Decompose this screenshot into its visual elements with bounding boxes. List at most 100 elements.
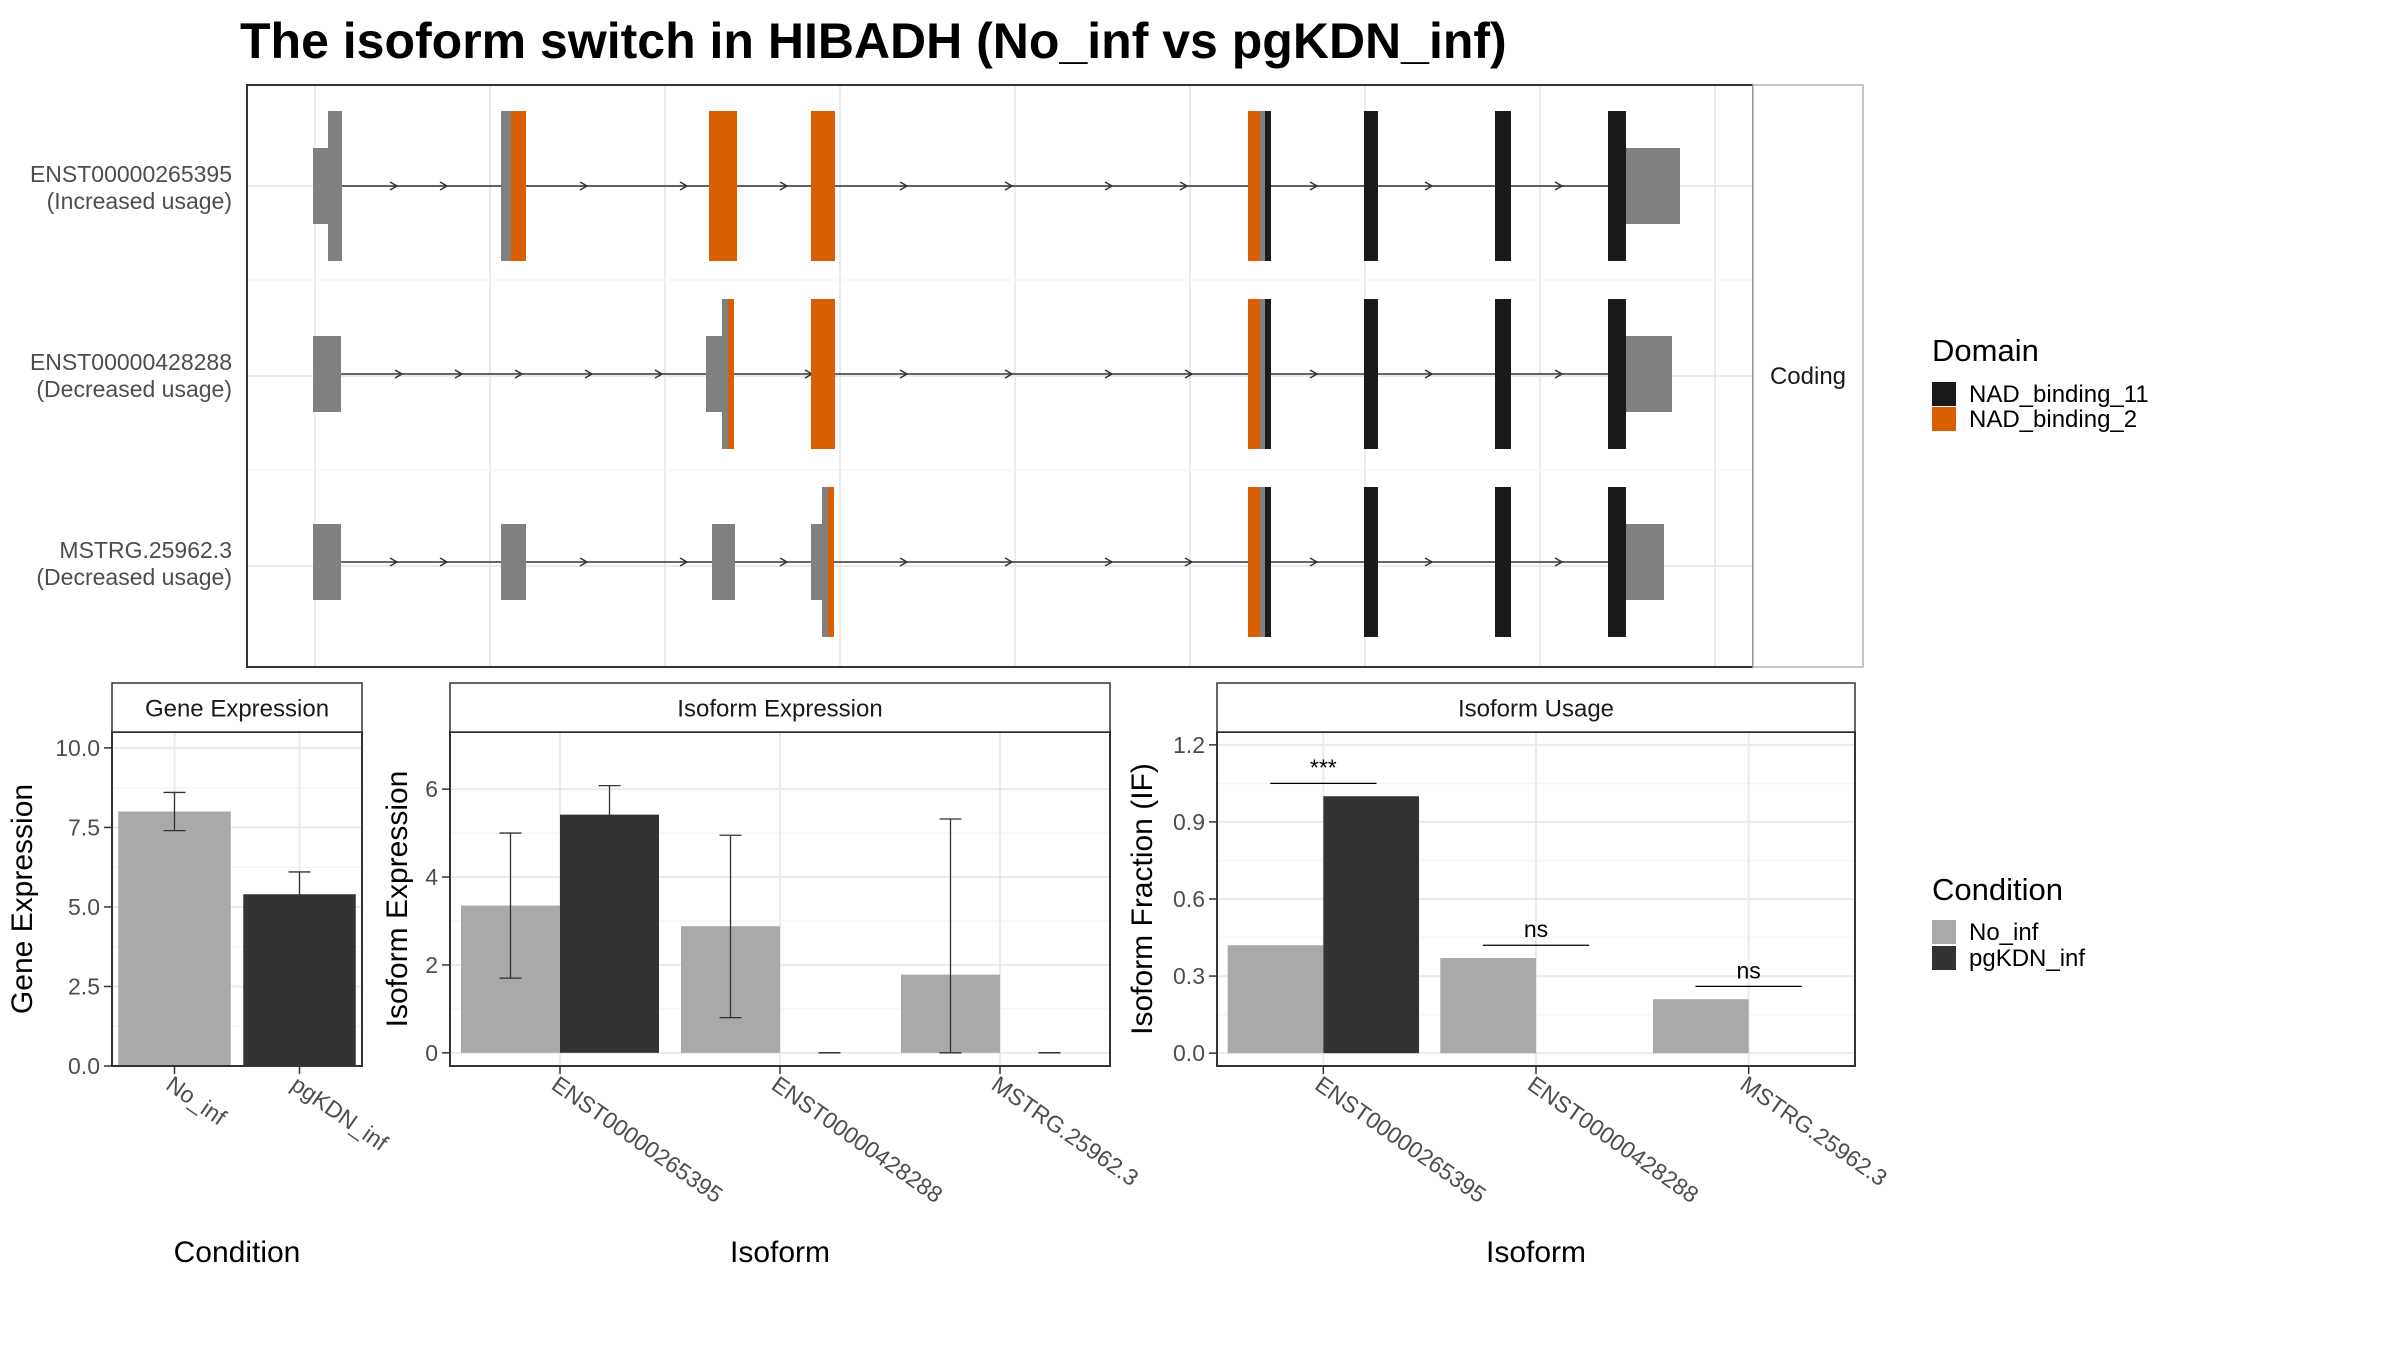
legend-label-no-inf: No_inf xyxy=(1969,919,2039,946)
intron-direction-arrow xyxy=(1104,369,1114,379)
y-tick-label: 1.2 xyxy=(1173,732,1205,758)
transcript-enst00000265395 xyxy=(313,111,1680,261)
x-tick-label: pgKDN_inf xyxy=(287,1071,394,1156)
domain-block-nad-binding-11 xyxy=(1608,111,1626,261)
y-tick-label: 0.6 xyxy=(1173,886,1205,912)
x-tick-label: MSTRG.25962.3 xyxy=(987,1071,1143,1191)
intron-direction-arrow xyxy=(899,181,909,191)
y-tick-label: 4 xyxy=(425,864,438,890)
domain-block-nad-binding-2 xyxy=(709,111,737,261)
intron-direction-arrow xyxy=(1309,181,1319,191)
y-tick-label: 0.3 xyxy=(1173,963,1205,989)
intron-direction-arrow xyxy=(1554,557,1564,567)
legend-label-pgkdn-inf: pgKDN_inf xyxy=(1969,945,2085,972)
x-tick-label: MSTRG.25962.3 xyxy=(1736,1071,1892,1191)
intron-direction-arrow xyxy=(1309,557,1319,567)
isoform-row-label-usage: (Decreased usage) xyxy=(36,376,232,402)
y-axis-title: Gene Expression xyxy=(6,784,39,1014)
isoform-row-label-usage: (Decreased usage) xyxy=(36,564,232,590)
intron-direction-arrow xyxy=(1184,369,1194,379)
isoform-row-label-id: ENST00000265395 xyxy=(30,161,232,187)
y-tick-label: 2.5 xyxy=(68,973,100,999)
intron-direction-arrow xyxy=(899,369,909,379)
intron-direction-arrow xyxy=(1184,557,1194,567)
intron-direction-arrow xyxy=(1554,181,1564,191)
panel-isoform-expression: Isoform Expression 0 2 4 6 ENST00000265395 ENS… xyxy=(381,682,1143,1269)
domain-block-nad-binding-11 xyxy=(1364,299,1378,449)
y-tick-label: 0.9 xyxy=(1173,809,1205,835)
exon-block xyxy=(811,524,822,600)
intron-direction-arrow xyxy=(1309,369,1319,379)
domain-block-nad-binding-2 xyxy=(828,487,834,637)
significance-label: ns xyxy=(1737,957,1761,983)
intron-direction-arrow xyxy=(1424,181,1434,191)
condition-legend-title: Condition xyxy=(1932,872,2063,907)
panel-gene-expression: Gene Expression 0.0 2.5 5.0 7.5 10.0 No_inf pgK… xyxy=(6,682,394,1269)
intron-direction-arrow xyxy=(439,181,449,191)
transcript-structure-panel: Coding ENST00000265395(Increased usage)E… xyxy=(30,84,1864,668)
strip-box xyxy=(111,682,363,733)
x-tick-label: ENST00000428288 xyxy=(1523,1071,1703,1208)
domain-legend: Domain NAD_binding_11 NAD_binding_2 xyxy=(1932,333,2149,433)
exon-block xyxy=(822,487,828,637)
exon-block xyxy=(1626,336,1672,412)
x-tick-label: No_inf xyxy=(162,1071,232,1131)
exon-block xyxy=(313,148,328,224)
y-tick-label: 0.0 xyxy=(1173,1040,1205,1066)
y-tick-label: 0.0 xyxy=(68,1053,100,1079)
intron-direction-arrow xyxy=(454,369,464,379)
y-tick-label: 2 xyxy=(425,952,438,978)
legend-swatch-nad-binding-11 xyxy=(1932,382,1956,406)
structure-transcripts xyxy=(313,111,1680,637)
y-axis-title: Isoform Fraction (IF) xyxy=(1126,763,1159,1035)
isoform-row-label-usage: (Increased usage) xyxy=(47,188,232,214)
intron-direction-arrow xyxy=(579,181,589,191)
significance-label: *** xyxy=(1310,754,1337,780)
y-tick-label: 0 xyxy=(425,1040,438,1066)
strip-box xyxy=(449,682,1111,733)
bar-enst00000428288-no-inf xyxy=(1440,958,1536,1054)
domain-block-nad-binding-11 xyxy=(1495,111,1511,261)
condition-legend: Condition No_inf pgKDN_inf xyxy=(1932,872,2085,972)
bar-no-inf-no-inf xyxy=(118,811,231,1066)
intron-direction-arrow xyxy=(1424,557,1434,567)
legend-swatch-no-inf xyxy=(1932,920,1956,944)
exon-block xyxy=(313,524,341,600)
exon-block xyxy=(722,299,728,449)
exon-block xyxy=(313,336,341,412)
domain-block-nad-binding-11 xyxy=(1495,487,1511,637)
bar-enst00000265395-no-inf xyxy=(1227,945,1324,1054)
intron-direction-arrow xyxy=(579,557,589,567)
x-axis-title: Isoform xyxy=(730,1236,830,1269)
exon-block xyxy=(1626,148,1680,224)
intron-direction-arrow xyxy=(1554,369,1564,379)
exon-block xyxy=(712,524,735,600)
intron-direction-arrow xyxy=(1104,557,1114,567)
intron-direction-arrow xyxy=(779,181,789,191)
intron-direction-arrow xyxy=(779,557,789,567)
intron-direction-arrow xyxy=(394,369,404,379)
exon-block xyxy=(328,111,342,261)
bar-enst00000265395-pgkdn-inf xyxy=(1323,796,1420,1054)
x-tick-label: ENST00000428288 xyxy=(767,1071,947,1208)
domain-block-nad-binding-11 xyxy=(1495,299,1511,449)
domain-block-nad-binding-2 xyxy=(511,111,526,261)
isoform-row-labels: ENST00000265395(Increased usage) ENST0000… xyxy=(30,161,232,590)
domain-block-nad-binding-11 xyxy=(1364,487,1378,637)
bar-pgkdn-inf-pgkdn-inf xyxy=(243,894,356,1066)
intron-direction-arrow xyxy=(439,557,449,567)
strip-label: Isoform Usage xyxy=(1458,696,1614,723)
isoform-row-label-id: MSTRG.25962.3 xyxy=(59,537,232,563)
intron-direction-arrow xyxy=(584,369,594,379)
bar-mstrg-25962-3-no-inf xyxy=(1652,999,1749,1054)
domain-legend-title: Domain xyxy=(1932,333,2039,368)
intron-direction-arrow xyxy=(1104,181,1114,191)
bar-panels: Gene Expression 0.0 2.5 5.0 7.5 10.0 No_inf pgK… xyxy=(6,682,1892,1269)
exon-block xyxy=(1260,299,1265,449)
domain-block-nad-binding-2 xyxy=(1248,111,1260,261)
domain-block-nad-binding-11 xyxy=(1265,299,1271,449)
figure-title: The isoform switch in HIBADH (No_inf vs … xyxy=(240,13,1507,69)
intron-direction-arrow xyxy=(389,557,399,567)
exon-block xyxy=(706,336,722,412)
